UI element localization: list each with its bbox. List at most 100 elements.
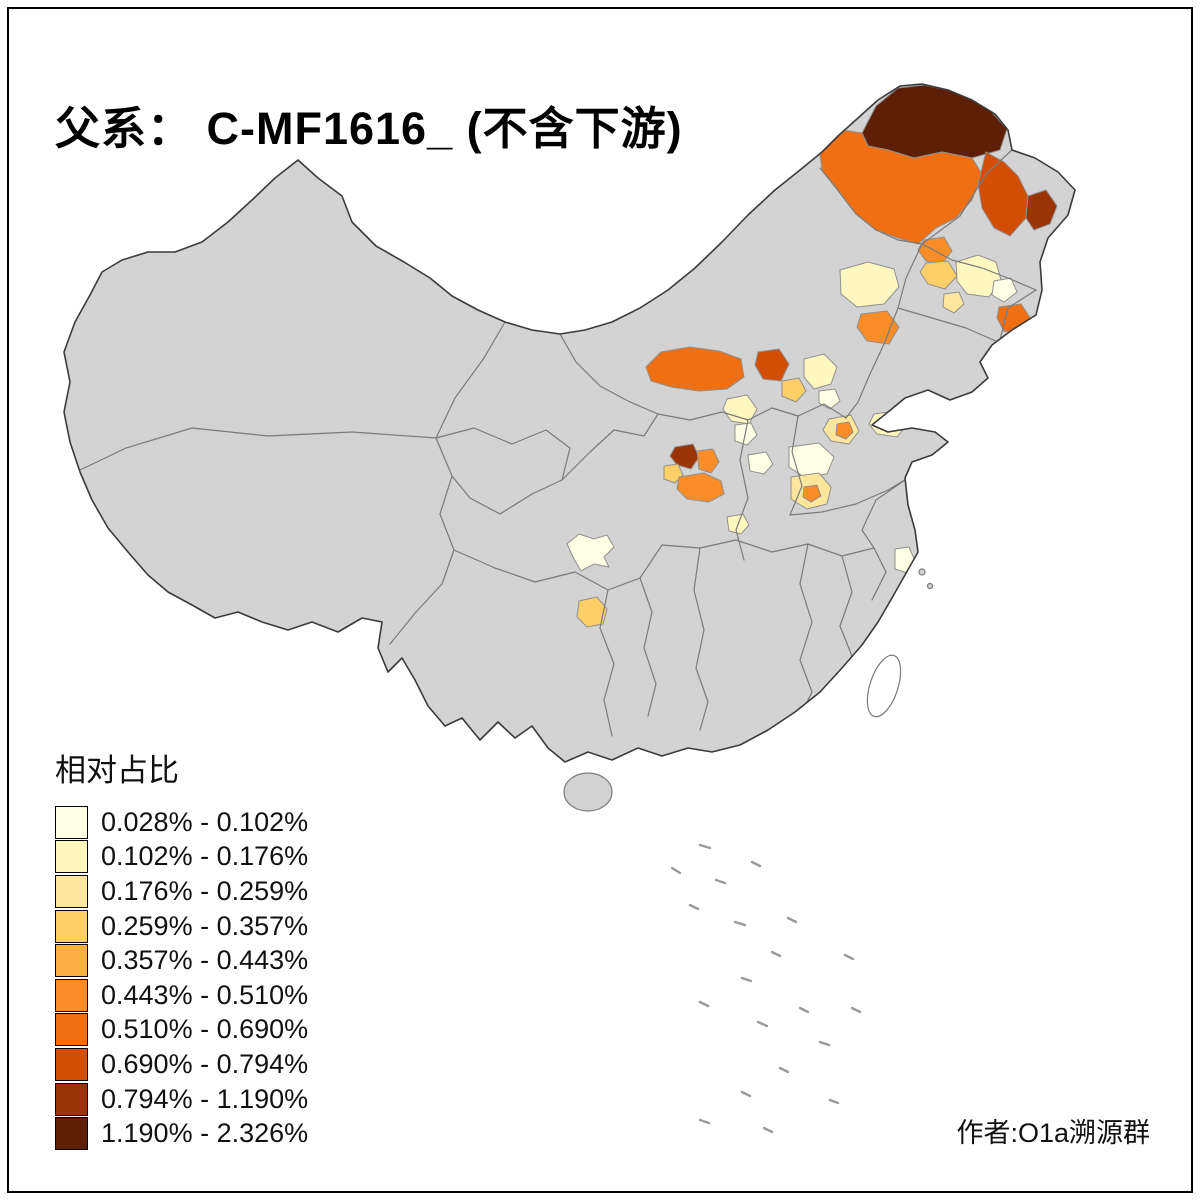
map-region: [747, 451, 774, 475]
map-region: [835, 421, 854, 440]
province-border-line: [693, 547, 709, 731]
islands: [563, 568, 934, 812]
legend-swatch: [55, 944, 88, 978]
legend-label: 0.028% - 0.102%: [101, 806, 309, 837]
province-border-line: [845, 243, 923, 419]
province-border-line: [657, 403, 847, 421]
province-border-line: [453, 544, 701, 591]
legend: 相对占比 0.028% - 0.102% 0.102% - 0.176% 0.176…: [55, 745, 308, 1151]
province-border-line: [799, 543, 813, 717]
legend-swatch: [55, 805, 88, 839]
map-region: [734, 422, 758, 446]
legend-label: 0.443% - 0.510%: [101, 979, 309, 1010]
attribution: 作者:O1a溯源群: [956, 1118, 1150, 1148]
legend-label: 0.102% - 0.176%: [101, 841, 309, 872]
map-region: [919, 260, 958, 290]
province-border-line: [897, 307, 999, 343]
legend-swatch: [55, 874, 88, 908]
legend-item: 0.259% - 0.357%: [55, 909, 308, 944]
sea-islet-dash: [850, 1006, 862, 1014]
legend-item: 0.443% - 0.510%: [55, 978, 308, 1013]
legend-label: 0.357% - 0.443%: [101, 945, 309, 976]
map-region: [669, 443, 700, 470]
coastal-islet: [926, 582, 934, 590]
legend-swatch: [55, 978, 88, 1012]
map-region: [803, 353, 838, 390]
province-border-line: [599, 589, 615, 737]
sea-islet-dash: [698, 1118, 711, 1125]
legend-swatch: [55, 840, 88, 874]
sea-islet-dash: [828, 1098, 840, 1105]
province-border-line: [79, 427, 437, 471]
figure-title: 父系： C-MF1616_ (不含下游): [55, 103, 683, 155]
map-region: [566, 533, 615, 572]
sea-islet-dash: [698, 1000, 710, 1008]
south-china-sea-islands: [670, 843, 862, 1134]
sea-islet-dash: [762, 1126, 774, 1134]
sea-islet-dash: [778, 1066, 790, 1074]
sea-islet-dash: [740, 1090, 752, 1098]
sea-islet-dash: [688, 903, 700, 911]
map-region: [645, 346, 745, 392]
legend-label: 0.794% - 1.190%: [101, 1083, 309, 1114]
province-border-line: [861, 477, 909, 549]
map-region: [977, 151, 1029, 237]
province-border-line: [435, 321, 506, 439]
map-region: [802, 484, 822, 503]
map-region: [856, 310, 900, 345]
map-region: [1025, 189, 1058, 231]
province-border-line: [789, 415, 803, 516]
hainan-island: [563, 772, 613, 812]
legend-swatch: [55, 1013, 88, 1047]
sea-islet-dash: [740, 976, 753, 983]
map-region: [942, 291, 965, 314]
province-border-line: [789, 477, 909, 516]
legend-label: 0.259% - 0.357%: [101, 910, 309, 941]
taiwan-island: [866, 654, 902, 718]
sea-islet-dash: [818, 1040, 831, 1047]
legend-item: 0.510% - 0.690%: [55, 1013, 308, 1048]
legend-item: 0.794% - 1.190%: [55, 1082, 308, 1117]
province-border-line: [435, 427, 571, 515]
map-region: [676, 472, 725, 503]
province-border-line: [735, 419, 749, 561]
map-region: [781, 377, 807, 403]
legend-item: 0.357% - 0.443%: [55, 943, 308, 978]
province-boundaries: [79, 149, 1037, 737]
sea-islet-dash: [714, 878, 727, 885]
legend-item: 0.102% - 0.176%: [55, 840, 308, 875]
province-border-line: [819, 149, 1013, 245]
legend-swatch: [55, 1082, 88, 1116]
sea-islet-dash: [733, 920, 747, 927]
map-region: [788, 442, 835, 478]
sea-islet-dash: [798, 1006, 810, 1014]
sea-islet-dash: [670, 866, 682, 875]
legend-rows: 0.028% - 0.102% 0.102% - 0.176% 0.176% - 0…: [55, 805, 308, 1151]
legend-label: 0.510% - 0.690%: [101, 1014, 309, 1045]
legend-title: 相对占比: [55, 753, 179, 788]
sea-islet-dash: [698, 843, 712, 850]
map-region: [839, 261, 900, 308]
legend-label: 0.176% - 0.259%: [101, 875, 309, 906]
legend-swatch: [55, 1117, 88, 1151]
sea-islet-dash: [756, 1020, 769, 1028]
coastal-islet: [918, 568, 926, 576]
province-border-line: [871, 547, 887, 601]
province-border-line: [639, 577, 657, 717]
legend-item: 0.028% - 0.102%: [55, 805, 308, 840]
legend-label: 0.690% - 0.794%: [101, 1048, 309, 1079]
legend-swatch: [55, 1047, 88, 1081]
map-region: [696, 448, 720, 474]
legend-label: 1.190% - 2.326%: [101, 1118, 309, 1149]
province-border-line: [999, 289, 1037, 341]
legend-swatch: [55, 909, 88, 943]
legend-item: 0.690% - 0.794%: [55, 1047, 308, 1082]
province-border-line: [921, 243, 1037, 291]
colored-prefectures: [566, 84, 1058, 628]
legend-item: 1.190% - 2.326%: [55, 1116, 308, 1151]
province-border-line: [699, 539, 875, 557]
sea-islet-dash: [750, 860, 762, 868]
legend-item: 0.176% - 0.259%: [55, 874, 308, 909]
